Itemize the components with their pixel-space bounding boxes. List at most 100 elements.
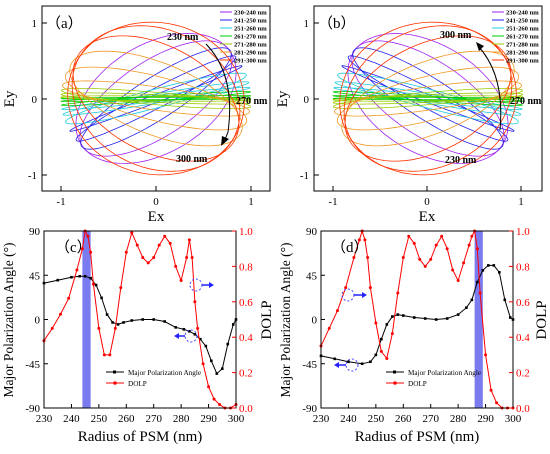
tick-y-b-0: -1 xyxy=(300,170,309,182)
plot-area-c xyxy=(42,229,238,410)
annotation-a-right: 270 nm xyxy=(236,96,268,107)
angle-point xyxy=(83,274,87,278)
tick-x: 290 xyxy=(200,413,217,425)
dolp-point xyxy=(80,247,84,251)
tick-y-right: 1.0 xyxy=(239,226,253,238)
ellipse-curve xyxy=(60,95,252,102)
legend-entry: 241-250 nm xyxy=(506,17,539,24)
marker-arrowhead-d-dolp xyxy=(362,292,367,298)
dolp-point xyxy=(475,247,479,251)
annotation-b-top: 300 nm xyxy=(440,30,472,41)
legend-d-dolp: DOLP xyxy=(408,380,427,388)
sweep-arrowhead-b xyxy=(476,42,484,51)
legend-entry: 251-260 nm xyxy=(506,25,539,32)
marker-arrowhead-c-dolp xyxy=(209,282,214,288)
ticks-d: 230 240 250 260 270 280 290 300 90 45 0 -45 -90 1.0 0.… xyxy=(302,226,530,425)
dolp-point xyxy=(344,286,348,290)
ellipse-curve xyxy=(69,50,243,147)
ellipse-curve xyxy=(339,21,517,176)
dolp-point xyxy=(187,238,191,242)
marker-circle-c-angle xyxy=(184,329,198,343)
tick-x: 300 xyxy=(228,413,245,425)
legend-c: Major Polarization Angle DOLP xyxy=(106,369,201,388)
dolp-point xyxy=(108,353,112,357)
sweep-arrow-a xyxy=(205,43,231,143)
ellipse-curve xyxy=(344,35,512,162)
dolp-point xyxy=(470,234,474,238)
tick-y-right: 0.8 xyxy=(239,261,253,273)
dolp-point xyxy=(89,250,93,254)
dolp-point xyxy=(146,261,150,265)
tick-x: 240 xyxy=(340,413,357,425)
angle-point xyxy=(497,271,501,274)
dolp-point xyxy=(451,268,455,272)
angle-point xyxy=(94,283,98,287)
dolp-point xyxy=(212,397,216,401)
dolp-point xyxy=(366,256,370,260)
tick-y-right: 0.4 xyxy=(516,332,530,344)
ellipse-curve xyxy=(67,21,245,176)
tick-y-left: 0 xyxy=(35,315,41,327)
dolp-point xyxy=(97,326,101,330)
tick-x: 300 xyxy=(505,413,522,425)
ylabel2-d: DOLP xyxy=(534,300,550,339)
tick-y-right: 0.8 xyxy=(516,261,530,273)
dolp-point xyxy=(75,268,79,272)
angle-point xyxy=(423,317,427,320)
angle-point xyxy=(396,313,400,316)
angle-series-line xyxy=(43,275,237,375)
tick-y-left: 90 xyxy=(29,226,41,238)
dolp-point xyxy=(484,353,488,357)
angle-point xyxy=(487,264,490,267)
angle-point xyxy=(412,316,416,319)
tick-x: 250 xyxy=(91,413,108,425)
angle-point xyxy=(188,330,191,333)
tick-y-right: 0.6 xyxy=(516,297,530,309)
dolp-point xyxy=(363,238,367,242)
angle-point xyxy=(445,317,449,320)
tick-y-left: 0 xyxy=(312,315,318,327)
dolp-point xyxy=(429,257,433,261)
annotation-a-bottom: 300 nm xyxy=(176,154,208,165)
dolp-point xyxy=(141,256,145,260)
legend-entry: 230-240 nm xyxy=(506,9,539,16)
panel-c: 230 240 250 260 270 280 290 300 90 45 0 -45 -90 1.0 0.… xyxy=(1,226,275,445)
sweep-arrowhead-a xyxy=(221,136,229,146)
dolp-point xyxy=(201,362,205,366)
dolp-point xyxy=(193,300,197,304)
dolp-point xyxy=(102,353,106,357)
tick-x-a-0: -1 xyxy=(56,196,65,208)
angle-point xyxy=(470,298,474,302)
dolp-point xyxy=(379,349,383,353)
tick-y-left: -90 xyxy=(25,403,40,415)
dolp-point xyxy=(440,234,444,238)
angle-point xyxy=(380,337,383,341)
dolp-point xyxy=(91,282,95,286)
tick-x-b-0: -1 xyxy=(328,196,337,208)
tick-y-a-1: 0 xyxy=(32,94,38,106)
xlabel-c: Radius of PSM (nm) xyxy=(78,429,203,445)
ylabel-d: Major Polarization Angle (°) xyxy=(278,243,293,398)
ylabel2-c: DOLP xyxy=(259,300,275,339)
ellipse-curve xyxy=(64,66,248,131)
dolp-point xyxy=(218,402,222,406)
dolp-point xyxy=(407,234,411,238)
dolp-point xyxy=(418,257,422,261)
tick-x-b-1: 0 xyxy=(424,196,430,208)
ellipse-curve xyxy=(71,25,241,172)
ellipse-curve xyxy=(72,35,240,162)
tick-x-b-2: 1 xyxy=(518,196,524,208)
angle-point xyxy=(347,360,350,364)
tick-y-b-2: 1 xyxy=(304,18,310,30)
ellipse-curve xyxy=(333,88,523,109)
legend-entry: 241-250 nm xyxy=(234,17,267,24)
panel-d: 230 240 250 260 270 280 290 300 90 45 0 -45 -90 1.0 0.… xyxy=(278,226,550,445)
legend-entry: 291-300 nm xyxy=(506,57,539,64)
angle-point xyxy=(465,306,468,309)
ticks-a xyxy=(42,22,252,191)
dolp-point xyxy=(495,401,499,405)
marker-circle-d-dolp xyxy=(341,288,355,302)
marker-circle-c-dolp xyxy=(189,278,203,292)
angle-point xyxy=(434,318,438,321)
